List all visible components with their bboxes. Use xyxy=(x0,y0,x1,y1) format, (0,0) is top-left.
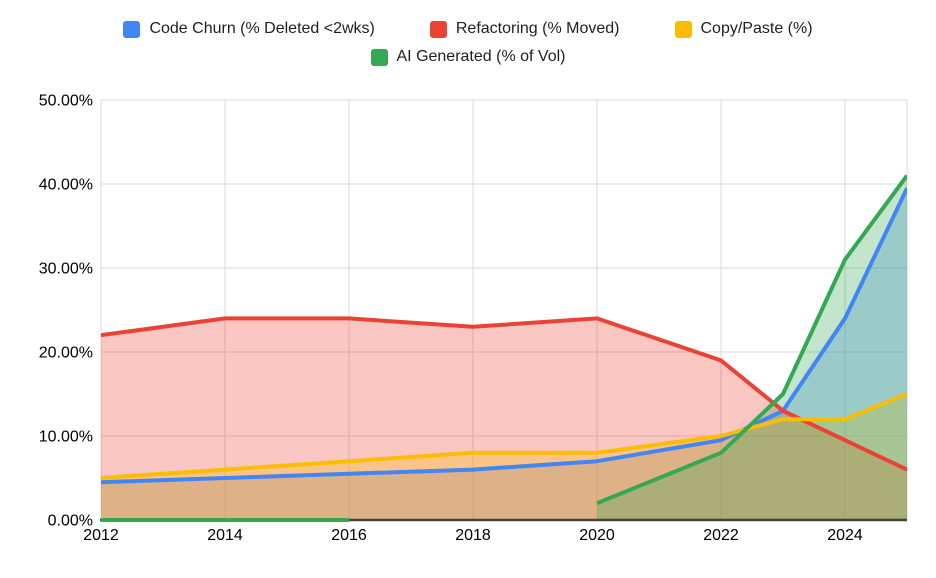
y-tick-label-40: 40.00% xyxy=(39,177,93,194)
legend-item-refactoring: Refactoring (% Moved) xyxy=(429,20,620,38)
x-tick-label-2020: 2020 xyxy=(579,527,615,544)
x-tick-label-2024: 2024 xyxy=(827,527,863,544)
y-tick-label-20: 20.00% xyxy=(39,345,93,362)
area-copy-paste xyxy=(101,394,907,520)
legend-swatch-code-churn xyxy=(123,20,141,38)
chart-legend: Code Churn (% Deleted <2wks) Refactoring … xyxy=(68,20,868,66)
legend-label-copy-paste: Copy/Paste (%) xyxy=(700,20,813,37)
legend-item-ai-generated: AI Generated (% of Vol) xyxy=(370,48,566,66)
area-refactoring xyxy=(101,318,907,520)
legend-item-copy-paste: Copy/Paste (%) xyxy=(674,20,813,38)
legend-item-code-churn: Code Churn (% Deleted <2wks) xyxy=(123,20,375,38)
y-tick-label-30: 30.00% xyxy=(39,261,93,278)
x-tick-label-2022: 2022 xyxy=(703,527,739,544)
area-code-churn xyxy=(101,188,907,520)
legend-swatch-ai-generated xyxy=(370,48,388,66)
y-tick-label-10: 10.00% xyxy=(39,429,93,446)
line-refactoring xyxy=(101,316,907,472)
legend-swatch-refactoring xyxy=(429,20,447,38)
y-tick-label-50: 50.00% xyxy=(39,93,93,110)
x-tick-label-2016: 2016 xyxy=(331,527,367,544)
line-ai-generated xyxy=(596,174,907,506)
line-code-churn xyxy=(101,187,907,485)
x-tick-label-2014: 2014 xyxy=(207,527,243,544)
y-tick-label-0: 0.00% xyxy=(48,513,93,530)
x-tick-label-2018: 2018 xyxy=(455,527,491,544)
line-copy-paste xyxy=(101,392,907,480)
legend-label-refactoring: Refactoring (% Moved) xyxy=(455,20,620,37)
x-tick-label-2012: 2012 xyxy=(83,527,119,544)
legend-label-code-churn: Code Churn (% Deleted <2wks) xyxy=(149,20,375,37)
legend-swatch-copy-paste xyxy=(674,20,692,38)
legend-label-ai-generated: AI Generated (% of Vol) xyxy=(396,48,566,65)
